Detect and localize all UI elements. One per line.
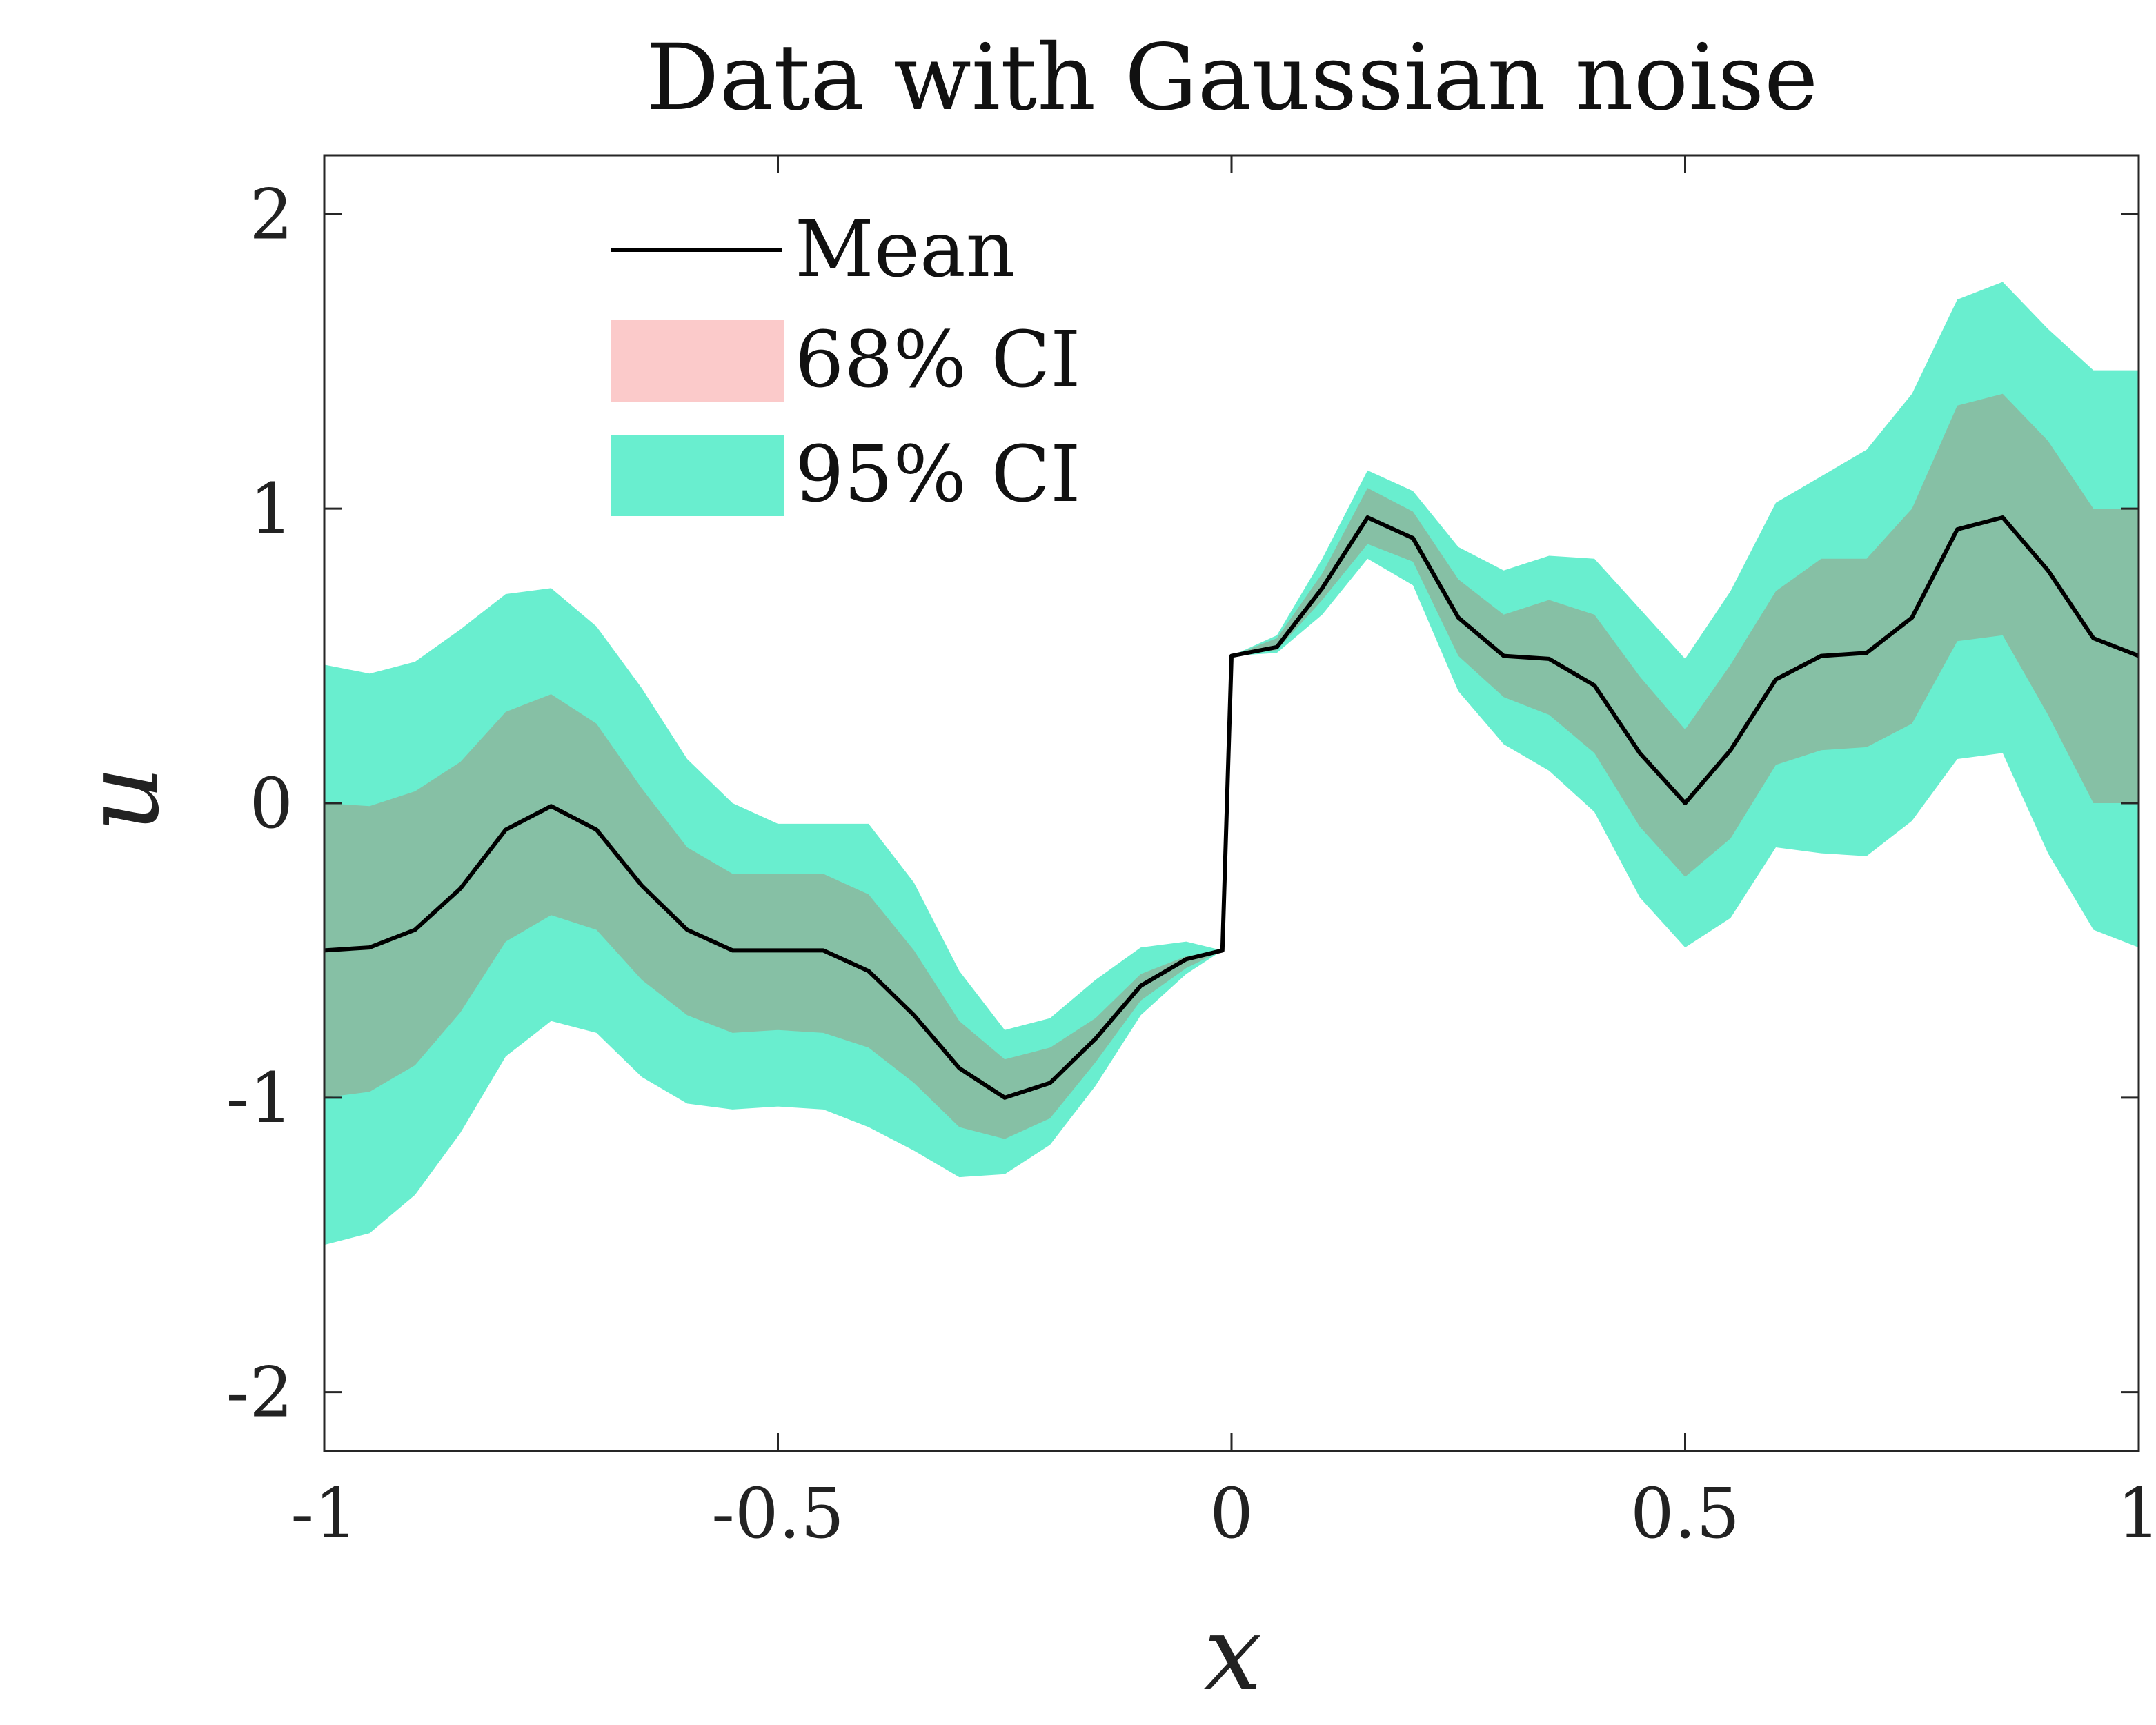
y-axis-label: u bbox=[62, 766, 182, 833]
legend-swatch-ci95 bbox=[611, 435, 784, 516]
x-tick-label: -0.5 bbox=[711, 1473, 844, 1554]
x-tick-label: 0.5 bbox=[1630, 1473, 1740, 1554]
x-axis-label: x bbox=[1204, 1594, 1263, 1714]
mean-line bbox=[324, 515, 2140, 1100]
x-tick-label: 0 bbox=[1209, 1473, 1254, 1554]
y-tick-label: -1 bbox=[226, 1058, 293, 1138]
y-tick-label: 1 bbox=[249, 469, 293, 549]
legend-label-ci68: 68% CI bbox=[795, 315, 1080, 405]
legend-label-mean: Mean bbox=[795, 205, 1016, 295]
y-tick-label: -2 bbox=[226, 1352, 293, 1433]
plot-area: -1 -0.5 0 0.5 1 -2 -1 0 1 2 bbox=[226, 154, 2156, 1554]
chart-title: Data with Gaussian noise bbox=[646, 25, 1819, 131]
legend-label-ci95: 95% CI bbox=[795, 430, 1080, 520]
legend: Mean 68% CI 95% CI bbox=[611, 205, 1080, 520]
y-tick-label: 0 bbox=[249, 763, 293, 844]
legend-swatch-ci68 bbox=[611, 320, 784, 402]
x-tick-label: -1 bbox=[290, 1473, 357, 1554]
y-tick-label: 2 bbox=[249, 174, 293, 255]
x-tick-label: 1 bbox=[2117, 1473, 2156, 1554]
ci68-band bbox=[324, 393, 2139, 1139]
